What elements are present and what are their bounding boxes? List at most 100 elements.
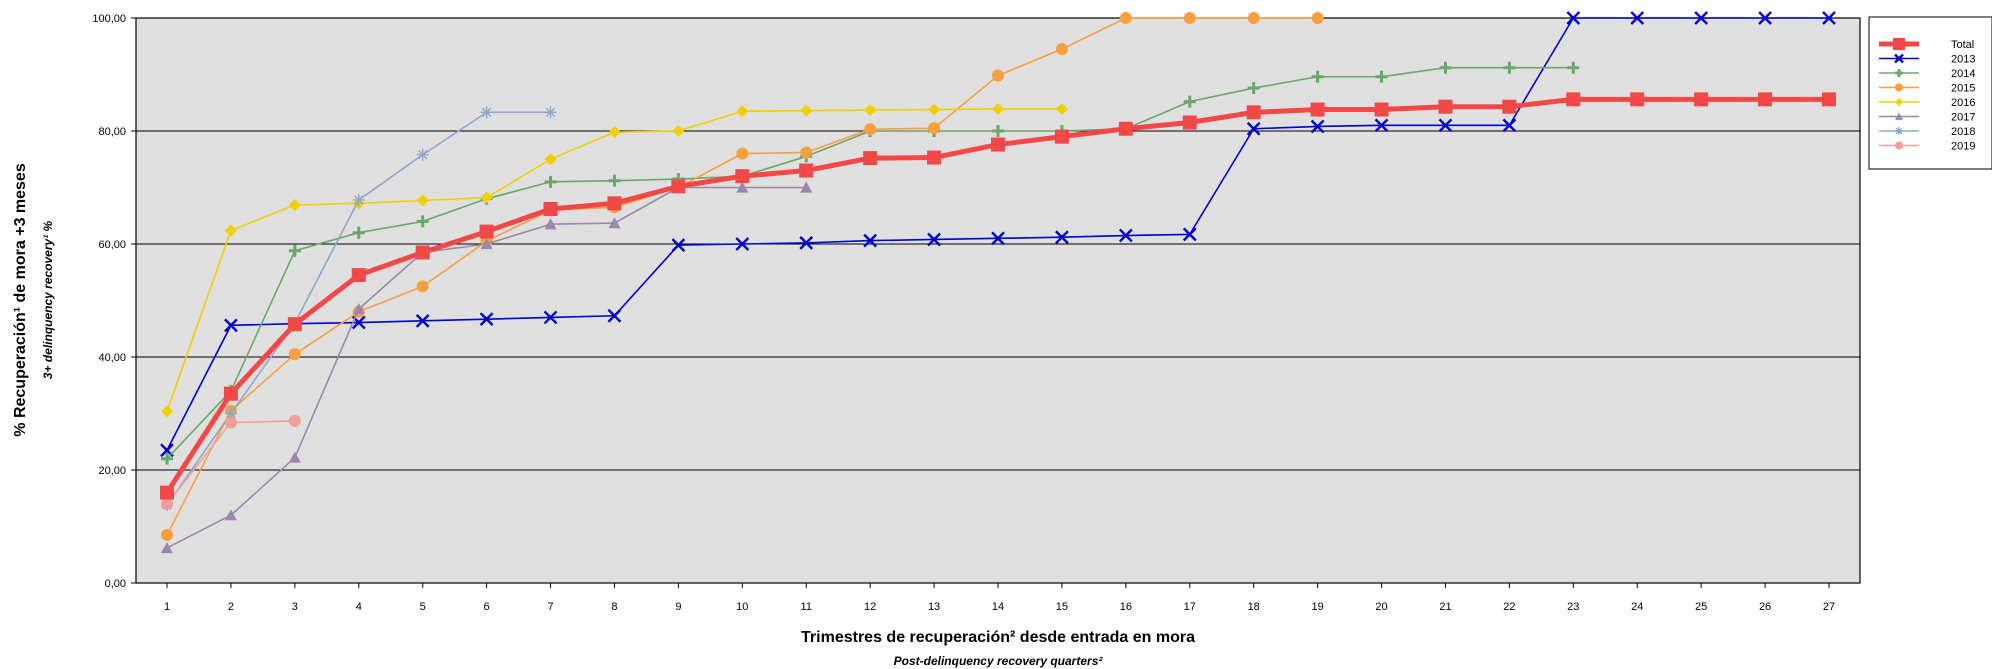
x-tick-label: 18 [1248, 601, 1260, 613]
legend-label: 2014 [1951, 68, 1975, 80]
data-point-2014 [1439, 61, 1452, 74]
data-point-2016 [416, 194, 429, 207]
data-point-2014 [992, 125, 1004, 137]
legend-item-2016: 2016 [1879, 97, 1975, 109]
data-point-total [1758, 92, 1773, 107]
data-point-2013 [1694, 11, 1708, 25]
legend-label: 2016 [1951, 97, 1975, 109]
x-tick-label: 19 [1311, 601, 1323, 613]
data-point-2018 [480, 106, 493, 119]
data-point-2014 [1567, 61, 1580, 74]
legend-marker-2017 [1895, 112, 1903, 120]
x-tick-label: 13 [928, 601, 940, 613]
data-point-2013 [863, 233, 878, 248]
data-point-2014 [416, 215, 429, 228]
data-point-2015 [1119, 12, 1132, 24]
data-point-2016 [992, 102, 1004, 115]
x-tick-label: 20 [1375, 601, 1387, 613]
legend-item-2017: 2017 [1879, 112, 1975, 124]
data-point-total [1054, 129, 1069, 144]
x-tick-label: 15 [1056, 601, 1068, 613]
x-tick-label: 11 [801, 601, 812, 613]
legend-label: 2017 [1951, 112, 1975, 124]
data-point-2013 [1119, 228, 1133, 243]
data-point-2013 [1310, 119, 1325, 134]
data-point-2014 [1311, 70, 1324, 83]
data-point-2017 [224, 509, 237, 521]
data-point-2016 [288, 199, 301, 212]
x-tick-label: 16 [1120, 601, 1132, 613]
data-point-2013 [1758, 11, 1772, 25]
data-point-total [1246, 105, 1261, 120]
data-point-total [927, 150, 942, 165]
data-point-total [735, 169, 750, 184]
x-tick-label: 14 [992, 601, 1004, 613]
x-axis-subtitle: Post-delinquency recovery quarters² [894, 654, 1104, 668]
legend-marker-2018 [1895, 127, 1903, 135]
x-tick-label: 8 [611, 601, 617, 613]
legend-label: 2013 [1951, 54, 1975, 66]
legend-label: 2019 [1951, 141, 1975, 153]
legend-label: 2015 [1951, 83, 1975, 95]
data-point-2013 [1182, 227, 1197, 242]
x-tick-label: 22 [1503, 601, 1515, 613]
data-point-2018 [224, 407, 237, 420]
y-tick-label: 20,00 [98, 465, 126, 477]
data-point-2013 [1438, 118, 1453, 133]
legend-item-2014: 2014 [1879, 68, 1975, 80]
data-point-2013 [1566, 11, 1581, 25]
data-point-2016 [1055, 102, 1068, 115]
x-tick-label: 17 [1184, 601, 1196, 613]
data-point-2013 [1822, 11, 1836, 25]
data-point-total [799, 163, 814, 178]
data-point-2013 [543, 310, 558, 325]
data-point-total [160, 485, 174, 500]
series-2017 [161, 181, 813, 554]
data-point-2015 [288, 348, 301, 361]
data-point-2013 [1374, 118, 1389, 133]
data-point-2017 [288, 451, 301, 463]
x-tick-label: 12 [864, 601, 876, 613]
data-point-total [991, 137, 1005, 152]
y-tick-label: 80,00 [98, 126, 126, 138]
data-point-2018 [544, 106, 557, 119]
data-point-2013 [1055, 230, 1069, 245]
data-point-2016 [800, 104, 813, 117]
data-point-total [479, 224, 494, 239]
data-point-2016 [480, 191, 493, 204]
data-point-total [1310, 102, 1325, 117]
data-point-2015 [928, 122, 941, 135]
data-point-2016 [864, 104, 877, 117]
data-point-total [1694, 92, 1709, 107]
y-axis-ticks: 0,00 20,00 40,00 60,00 80,00 100,00 [92, 13, 136, 590]
data-point-2016 [736, 105, 749, 118]
data-point-2013 [1630, 11, 1645, 25]
data-point-2013 [607, 308, 622, 323]
data-point-total [287, 317, 302, 332]
data-point-2013 [1502, 118, 1517, 133]
data-point-total [1182, 115, 1197, 130]
data-point-2019 [161, 497, 173, 510]
data-point-total [1374, 102, 1389, 117]
y-tick-label: 60,00 [98, 239, 126, 251]
legend-marker-2015 [1895, 83, 1903, 92]
x-tick-label: 10 [736, 601, 748, 613]
data-point-total [671, 179, 686, 194]
y-tick-label: 40,00 [98, 352, 126, 364]
data-point-2015 [1055, 43, 1068, 56]
data-point-2015 [1183, 12, 1196, 24]
series-total [160, 92, 1836, 500]
x-tick-label: 6 [484, 601, 490, 613]
data-point-2019 [288, 414, 301, 427]
data-point-2016 [608, 126, 621, 139]
legend-label: 2018 [1951, 126, 1975, 138]
data-point-2014 [288, 244, 301, 257]
data-point-total [1630, 92, 1645, 107]
x-axis-ticks: 1 2 3 4 5 6 7 8 9 10 11 12 13 14 15 16 17 18 19 20 21 22 23 24 2… [164, 583, 1835, 613]
data-point-2013 [671, 238, 686, 252]
data-point-2013 [224, 318, 238, 333]
data-point-2016 [224, 224, 237, 237]
data-point-total [1118, 121, 1133, 136]
data-point-total [1566, 92, 1581, 107]
legend-item-2019: 2019 [1879, 141, 1975, 153]
